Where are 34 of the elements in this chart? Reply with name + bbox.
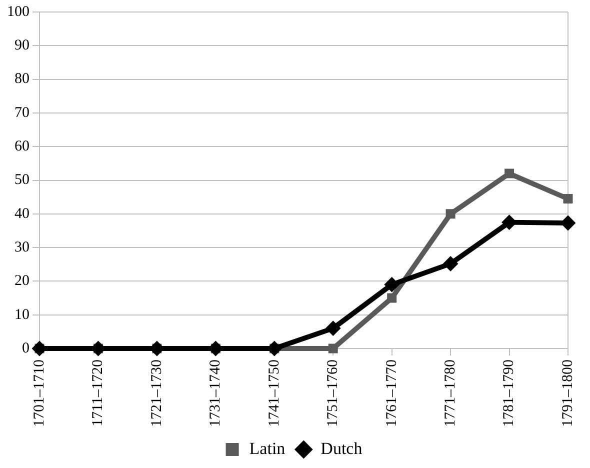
point <box>326 320 341 336</box>
point <box>32 341 47 356</box>
point <box>387 293 397 303</box>
x-tick-label: 1751–1760 <box>325 360 342 427</box>
x-tick-label: 1771–1780 <box>442 360 458 427</box>
y-tick-label: 50 <box>14 172 30 188</box>
y-tick-label: 30 <box>14 239 30 256</box>
x-tick-label: 1761–1770 <box>384 360 400 427</box>
y-tick-label: 80 <box>14 71 30 88</box>
x-tick-label: 1721–1730 <box>148 360 165 427</box>
point <box>384 277 400 292</box>
point <box>563 194 573 204</box>
point <box>443 256 458 272</box>
x-tick-label: 1741–1750 <box>266 360 282 427</box>
x-tick-label: 1781–1790 <box>501 360 518 427</box>
x-tick-label: 1701–1710 <box>31 360 48 427</box>
point <box>328 344 338 354</box>
point <box>446 209 456 219</box>
y-tick-label: 100 <box>7 4 30 20</box>
x-tick-label: 1791–1800 <box>560 360 576 427</box>
x-tick-label: 1711–1720 <box>90 360 106 426</box>
y-tick-label: 90 <box>14 38 30 54</box>
y-tick-label: 40 <box>14 206 30 222</box>
x-tick-label: 1731–1740 <box>208 360 224 427</box>
legend-label: Latin <box>249 438 286 458</box>
legend-label: Dutch <box>320 438 363 458</box>
y-tick-label: 20 <box>14 273 30 290</box>
y-tick-label: 70 <box>14 104 30 121</box>
point <box>502 214 517 230</box>
y-tick-label: 60 <box>14 138 30 155</box>
point <box>560 215 576 230</box>
y-tick-label: 10 <box>14 306 30 323</box>
point <box>504 168 514 178</box>
y-tick-label: 0 <box>22 340 30 356</box>
